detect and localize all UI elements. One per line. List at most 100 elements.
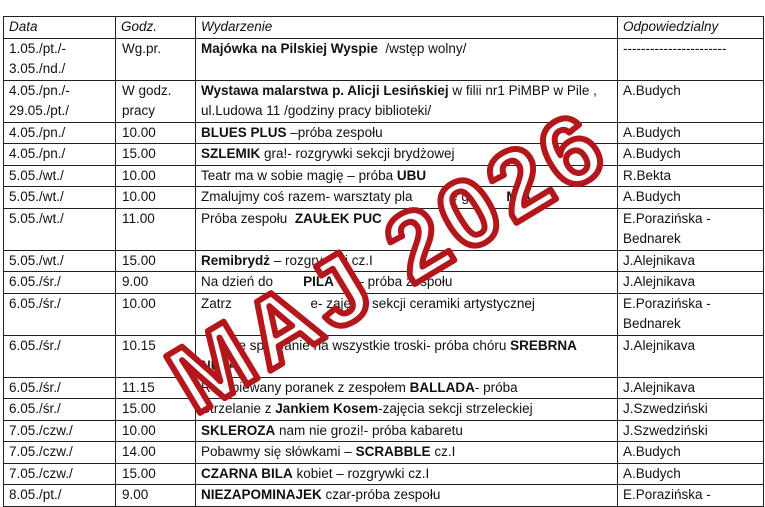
event-title: SZLEMIK <box>201 146 261 161</box>
table-row: 5.05./wt./15.00 Remibrydż – rozgry i cz.I… <box>3 249 764 272</box>
event-text: Pobawmy się słówkami – <box>201 444 356 459</box>
event-title: BLUES PLUS <box>201 124 287 140</box>
table-row: 7.05./czw./14.00 Pobawmy się słówkami – S… <box>3 441 764 464</box>
cell-event: CZARNA BILA kobiet – rozgrywki cz.I <box>195 462 618 485</box>
cell-event: Remibrydż – rozgry i cz.I <box>195 249 618 272</box>
event-title: SREBRNA NUTA <box>201 337 581 374</box>
event-title: BALLADA <box>409 379 475 395</box>
event-text: Strzelanie z <box>201 401 276 416</box>
cell-date: 8.05./pt./ <box>3 484 116 507</box>
cell-event: Wystawa malarstwa p. Alicji Lesińskiej w… <box>195 79 618 123</box>
cell-time: 15.00 <box>115 249 196 272</box>
cell-date: 6.05./śr./ <box>3 398 116 421</box>
cell-time: 14.00 <box>115 441 196 464</box>
event-text: gra!- rozgrywki sekcji brydżowej <box>260 146 455 161</box>
event-text: Zatrz ne e- zajęcia sekcji ceramiki arty… <box>201 295 535 311</box>
cell-date: 5.05./wt./ <box>3 164 116 187</box>
cell-responsible: J.Szwedziński <box>617 398 764 421</box>
table-row: 6.05./śr./10.15 e spiewanie na wszystkie… <box>3 334 764 378</box>
cell-time: 10.00 <box>115 121 196 144</box>
cell-event: NIEZAPOMINAJEK czar-próba zespołu <box>195 484 618 507</box>
cell-responsible: A.Budych <box>617 441 764 464</box>
cell-event: Strzelanie z Jankiem Kosem-zajęcia sekcj… <box>195 398 618 421</box>
cell-date: 5.05./wt./ <box>3 249 116 272</box>
cell-responsible: A.Budych <box>617 143 764 166</box>
cell-date: 6.05./śr./ <box>3 376 116 399</box>
table-row: 6.05./śr./10.00 Zatrz ne e- zajęcia sekcj… <box>3 292 764 336</box>
table-row: 4.05./pn./- 29.05./pt./W godz. pracy Wyst… <box>3 79 764 123</box>
cell-event: Próba zespołu ZAUŁEK PUC <box>195 207 618 251</box>
event-text: - próba <box>474 379 518 395</box>
table-row: 5.05./wt./10.00 Teatr ma w sobie magię – … <box>3 164 764 187</box>
cell-event: Majówka na Pilskiej Wyspie /wstęp wolny/ <box>195 37 618 81</box>
event-text: Rozśpiewany poranek z zespołem <box>201 379 410 395</box>
header-time: Godz. <box>115 16 196 39</box>
table-row: 6.05./śr./15.00 Strzelanie z Jankiem Kose… <box>3 398 764 421</box>
cell-time: 10.00 <box>115 419 196 442</box>
event-title: Jankiem Kosem <box>275 401 379 416</box>
cell-event: SZLEMIK gra!- rozgrywki sekcji brydżowej <box>195 143 618 166</box>
cell-time: 10.00 <box>115 186 196 209</box>
event-text: nam nie grozi!- próba kabaretu <box>275 422 463 438</box>
event-text: – próba zespołu <box>333 274 453 289</box>
cell-time: 15.00 <box>115 398 196 421</box>
cell-date: 4.05./pn./ <box>3 143 116 166</box>
event-text: Teatr ma w sobie magię – próba <box>201 167 397 183</box>
cell-event: Na dzień do PILA – próba zespołu <box>195 271 618 294</box>
schedule-table: Data Godz. Wydarzenie Odpowiedzialny 1.0… <box>3 16 764 507</box>
event-title: MIA <box>506 189 532 204</box>
event-text: Na dzień do <box>201 274 304 289</box>
event-text: kobiet – rozgrywki cz.I <box>292 465 430 481</box>
table-row: 6.05./śr./9.00 Na dzień do PILA – próba z… <box>3 271 764 294</box>
cell-responsible: J.Alejnikava <box>617 334 764 378</box>
cell-event: Zmalujmy coś razem- warsztaty pla ne g M… <box>195 186 618 209</box>
cell-responsible: J.Alejnikava <box>617 376 764 399</box>
cell-event: Pobawmy się słówkami – SCRABBLE cz.I <box>195 441 618 464</box>
cell-event: BLUES PLUS –próba zespołu <box>195 121 618 144</box>
cell-time: 15.00 <box>115 143 196 166</box>
cell-responsible: A.Budych <box>617 186 764 209</box>
cell-responsible: A.Budych <box>617 79 764 123</box>
cell-time: 10.00 <box>115 292 196 336</box>
event-text: Zmalujmy coś razem- warsztaty pla ne g <box>201 189 507 204</box>
cell-date: 7.05./czw./ <box>3 419 116 442</box>
event-title: Remibrydż <box>201 252 271 268</box>
cell-time: 11.00 <box>115 207 196 251</box>
table-row: 4.05./pn./10.00 BLUES PLUS –próba zespołu… <box>3 121 764 144</box>
cell-time: Wg.pr. <box>115 37 196 81</box>
table-row: 4.05./pn./15.00 SZLEMIK gra!- rozgrywki s… <box>3 143 764 166</box>
cell-date: 5.05./wt./ <box>3 186 116 209</box>
cell-responsible: E.Porazińska - <box>617 484 764 507</box>
cell-event: SKLEROZA nam nie grozi!- próba kabaretu <box>195 419 618 442</box>
cell-responsible: E.Porazińska - Bednarek <box>617 292 764 336</box>
cell-date: 4.05./pn./ <box>3 121 116 144</box>
event-text: czar-próba zespołu <box>321 487 441 502</box>
event-title: ZAUŁEK PUC <box>294 210 382 226</box>
cell-event: Teatr ma w sobie magię – próba UBU <box>195 164 618 187</box>
event-title: SCRABBLE <box>355 444 431 459</box>
cell-responsible: A.Budych <box>617 121 764 144</box>
cell-responsible: ----------------------- <box>617 37 764 81</box>
cell-time: 10.15 <box>115 334 196 378</box>
event-text: w filii nr1 PiMBP w Pile , ul.Ludowa 11 … <box>201 82 601 119</box>
cell-responsible: J.Szwedziński <box>617 419 764 442</box>
cell-date: 5.05./wt./ <box>3 207 116 251</box>
event-text: cz.I <box>430 444 456 459</box>
event-title: Wystawa malarstwa p. Alicji Lesińskiej <box>201 82 449 98</box>
event-text: e spiewanie na wszystkie troski- próba c… <box>201 337 511 353</box>
event-title: CZARNA BILA <box>201 465 293 481</box>
event-text: -zajęcia sekcji strzeleckiej <box>378 401 533 416</box>
cell-date: 6.05./śr./ <box>3 334 116 378</box>
event-text: /wstęp wolny/ <box>377 40 467 56</box>
table-row: 5.05./wt./11.00 Próba zespołu ZAUŁEK PUC E… <box>3 207 764 251</box>
cell-date: 7.05./czw./ <box>3 441 116 464</box>
header-responsible: Odpowiedzialny <box>617 16 764 39</box>
cell-time: 9.00 <box>115 484 196 507</box>
cell-responsible: A.Budych <box>617 462 764 485</box>
cell-time: 10.00 <box>115 164 196 187</box>
cell-time: 11.15 <box>115 376 196 399</box>
event-text: – rozgry i cz.I <box>270 252 373 268</box>
header-date: Data <box>3 16 116 39</box>
table-row: 7.05./czw./10.00 SKLEROZA nam nie grozi!-… <box>3 419 764 442</box>
event-title: NIEZAPOMINAJEK <box>201 487 322 502</box>
